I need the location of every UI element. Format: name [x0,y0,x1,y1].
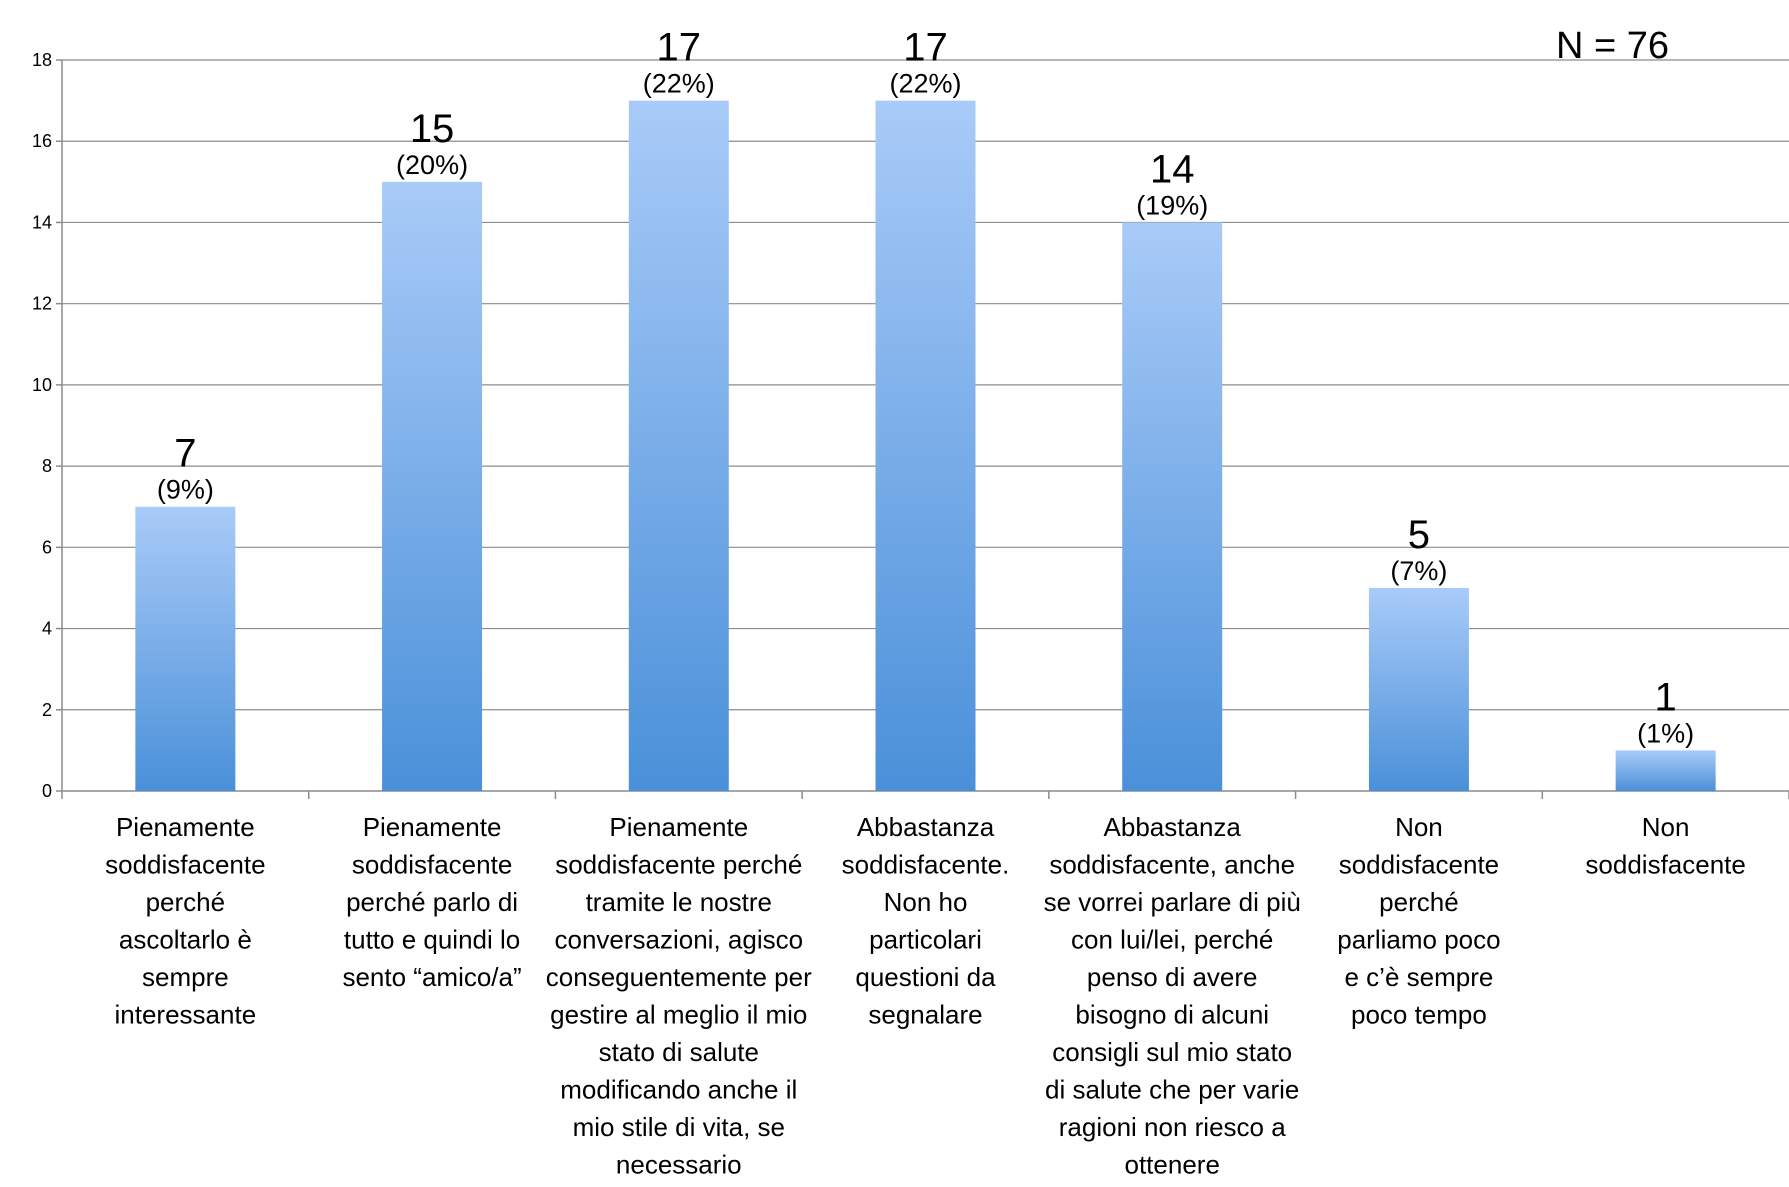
category-label-line: particolari [869,925,982,955]
category-label: Non soddisfacente [1585,812,1745,880]
category-label-line: stato di salute [599,1037,759,1067]
y-tick-label: 8 [42,456,52,476]
category-label-line: perché parlo di [346,887,518,917]
category-label-line: conversazioni, agisco [554,925,803,955]
category-label-line: con lui/lei, perché [1071,925,1273,955]
value-label: 7 [174,432,196,476]
category-label-line: necessario [616,1150,742,1180]
category-label-line: Non [1642,812,1690,842]
category-label-line: sento “amico/a” [342,962,521,992]
y-tick-label: 14 [32,212,52,232]
category-label-line: perché [1379,887,1459,917]
value-label: 15 [410,107,455,151]
category-label-line: perché [146,887,226,917]
category-label-line: tramite le nostre [586,887,772,917]
category-label-line: Pienamente [116,812,255,842]
category-label-line: mio stile di vita, se [573,1112,785,1142]
category-label-line: se vorrei parlare di più [1044,887,1301,917]
category-label-line: Pienamente [363,812,502,842]
category-label-line: ragioni non riesco a [1059,1112,1286,1142]
category-label-line: e c’è sempre [1345,962,1494,992]
y-tick-label: 2 [42,700,52,720]
bar [875,100,976,792]
category-label-line: consigli sul mio stato [1052,1037,1292,1067]
category-label-line: tutto e quindi lo [344,925,520,955]
value-label: 5 [1408,513,1430,557]
sample-size-annotation: N = 76 [1556,25,1669,67]
y-tick-label: 18 [32,50,52,70]
category-label: Non soddisfacente perché parliamo poco e c’è… [1337,812,1500,1030]
category-label-line: conseguentemente per [546,962,812,992]
category-label-line: sempre [142,962,229,992]
bar [135,506,236,791]
category-label-line: soddisfacente [1585,850,1745,880]
category-labels: Pienamente soddisfacente perché ascoltarlo … [105,812,1746,1180]
bars [135,100,1716,792]
category-label-line: Pienamente [609,812,748,842]
bar [628,100,729,792]
bar [382,181,483,792]
category-label: Pienamente soddisfacente perché tramite le… [546,812,812,1180]
category-label-line: segnalare [868,1000,982,1030]
value-label: 17 [903,26,948,70]
category-label-line: soddisfacente perché [555,850,802,880]
category-label-line: ascoltarlo è [119,925,252,955]
category-label-line: soddisfacente [352,850,512,880]
category-label-line: soddisfacente, anche [1049,850,1295,880]
category-label-line: parliamo poco [1337,925,1500,955]
value-label: 17 [657,26,702,70]
percent-label: (7%) [1390,556,1447,586]
y-tick-label: 16 [32,131,52,151]
category-label-line: penso di avere [1087,962,1258,992]
data-labels: (9%)7(20%)15(22%)17(22%)17(19%)14(7%)5(1… [157,26,1694,749]
category-label-line: Non [1395,812,1443,842]
category-label-line: poco tempo [1351,1000,1487,1030]
y-tick-label: 4 [42,619,52,639]
category-label: Abbastanza soddisfacente, anche se vorrei … [1044,812,1301,1180]
category-label-line: Abbastanza [857,812,995,842]
bar [1368,587,1469,791]
y-tick-label: 6 [42,537,52,557]
percent-label: (1%) [1637,718,1694,748]
category-label: Pienamente soddisfacente perché ascoltarlo … [105,812,265,1030]
y-tick-label: 12 [32,294,52,314]
value-label: 14 [1150,147,1195,191]
category-label-line: Non ho [884,887,968,917]
bar [1615,750,1716,791]
percent-label: (9%) [157,475,214,505]
category-label-line: questioni da [855,962,996,992]
category-label: Abbastanza soddisfacente. Non ho particolar… [842,812,1010,1030]
category-label-line: soddisfacente. [842,850,1010,880]
category-label-line: di salute che per varie [1045,1075,1299,1105]
category-label-line: gestire al meglio il mio [550,1000,807,1030]
category-label-line: soddisfacente [105,850,265,880]
category-label-line: bisogno di alcuni [1075,1000,1269,1030]
category-label-line: Abbastanza [1104,812,1242,842]
value-label: 1 [1655,675,1677,719]
category-label-line: ottenere [1125,1150,1220,1180]
category-label-line: soddisfacente [1339,850,1499,880]
percent-label: (22%) [643,69,715,99]
y-tick-label: 0 [42,781,52,801]
category-label-line: modificando anche il [560,1075,797,1105]
percent-label: (22%) [889,69,961,99]
percent-label: (20%) [396,150,468,180]
y-tick-label: 10 [32,375,52,395]
percent-label: (19%) [1136,190,1208,220]
category-label-line: interessante [115,1000,257,1030]
category-label: Pienamente soddisfacente perché parlo di tu… [342,812,521,992]
bar [1122,222,1223,791]
